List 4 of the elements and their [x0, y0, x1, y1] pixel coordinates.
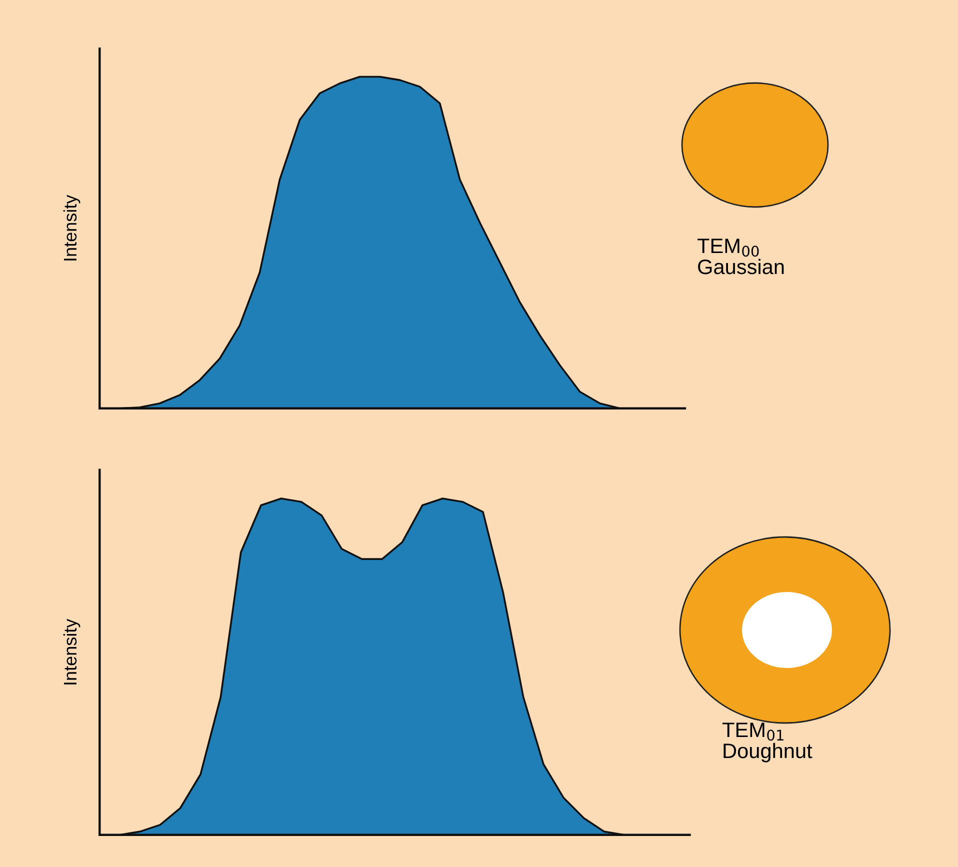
text: TEM$_{01}$ Doughnut [722, 722, 812, 762]
y-axis-title: Intensity [63, 618, 80, 684]
y-axis-title: Intensity [63, 194, 80, 260]
text: TEM$_{00}$ Gaussian [697, 238, 784, 274]
